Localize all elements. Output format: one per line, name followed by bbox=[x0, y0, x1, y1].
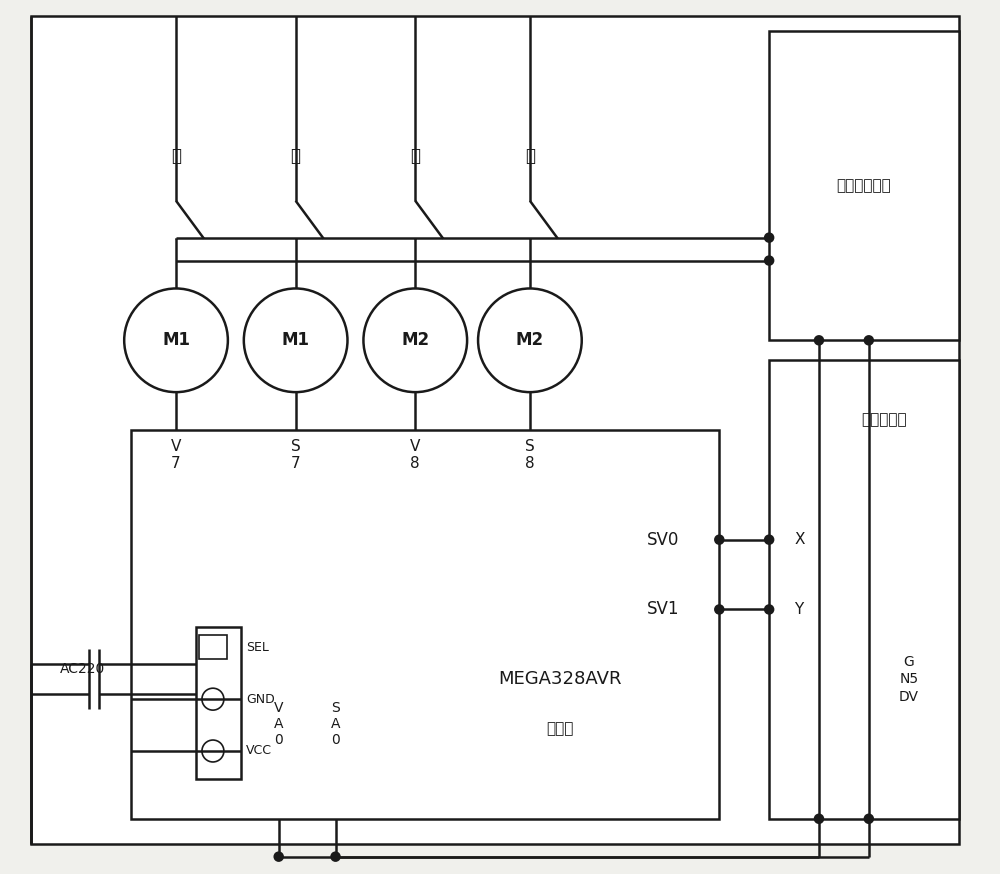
Text: SV0: SV0 bbox=[647, 531, 679, 549]
Text: X: X bbox=[794, 532, 805, 547]
Text: 上: 上 bbox=[410, 147, 420, 165]
Text: 右: 右 bbox=[291, 147, 301, 165]
Text: Y: Y bbox=[794, 602, 803, 617]
Text: MEGA328AVR: MEGA328AVR bbox=[498, 670, 622, 688]
Text: V
8: V 8 bbox=[410, 439, 420, 471]
Circle shape bbox=[715, 536, 723, 544]
Circle shape bbox=[478, 288, 582, 392]
Circle shape bbox=[765, 606, 773, 614]
Circle shape bbox=[124, 288, 228, 392]
Text: V
A
0: V A 0 bbox=[274, 701, 283, 747]
Text: GND: GND bbox=[246, 693, 275, 705]
Text: M2: M2 bbox=[401, 331, 429, 350]
Text: M1: M1 bbox=[162, 331, 190, 350]
Bar bbox=[769, 31, 959, 340]
Text: G
N5
DV: G N5 DV bbox=[899, 655, 919, 704]
Text: M1: M1 bbox=[282, 331, 310, 350]
Text: VCC: VCC bbox=[246, 745, 272, 758]
Circle shape bbox=[865, 815, 873, 822]
Text: SEL: SEL bbox=[246, 641, 269, 654]
Text: S
7: S 7 bbox=[291, 439, 301, 471]
Circle shape bbox=[765, 257, 773, 265]
Circle shape bbox=[765, 233, 773, 241]
Circle shape bbox=[363, 288, 467, 392]
Circle shape bbox=[865, 336, 873, 344]
Text: 单片机: 单片机 bbox=[546, 722, 573, 737]
Circle shape bbox=[715, 606, 723, 614]
Text: S
A
0: S A 0 bbox=[331, 701, 340, 747]
Text: 传感器扩展板: 传感器扩展板 bbox=[836, 178, 891, 193]
Circle shape bbox=[815, 815, 823, 822]
Circle shape bbox=[202, 688, 224, 711]
Circle shape bbox=[765, 536, 773, 544]
Circle shape bbox=[202, 740, 224, 762]
Text: SV1: SV1 bbox=[647, 600, 679, 619]
Text: V
7: V 7 bbox=[171, 439, 181, 471]
Text: S
8: S 8 bbox=[525, 439, 535, 471]
Bar bbox=[196, 628, 241, 779]
Text: AC220: AC220 bbox=[59, 662, 105, 676]
Circle shape bbox=[275, 853, 283, 861]
Text: 下: 下 bbox=[525, 147, 535, 165]
Bar bbox=[769, 360, 959, 819]
Bar bbox=[199, 635, 227, 659]
Bar bbox=[131, 430, 719, 819]
Circle shape bbox=[815, 336, 823, 344]
Circle shape bbox=[244, 288, 347, 392]
Text: 左: 左 bbox=[171, 147, 181, 165]
Text: M2: M2 bbox=[516, 331, 544, 350]
Circle shape bbox=[332, 853, 340, 861]
Text: 重力感应器: 重力感应器 bbox=[861, 413, 907, 427]
